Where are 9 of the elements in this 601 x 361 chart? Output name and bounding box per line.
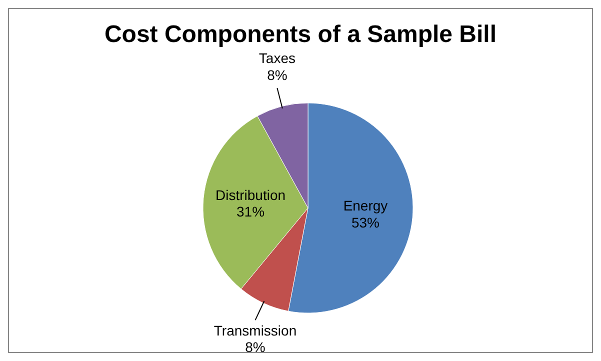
slice-label: Transmission (214, 322, 297, 338)
chart-title: Cost Components of a Sample Bill (104, 21, 497, 48)
slice-label: Distribution (215, 186, 286, 203)
slice-label: Taxes (258, 50, 296, 66)
data-label: 8% (267, 66, 288, 83)
data-label: 31% (236, 204, 265, 220)
data-label: 53% (351, 214, 380, 230)
data-label: 8% (245, 339, 266, 356)
slice-label: Energy (343, 198, 388, 214)
